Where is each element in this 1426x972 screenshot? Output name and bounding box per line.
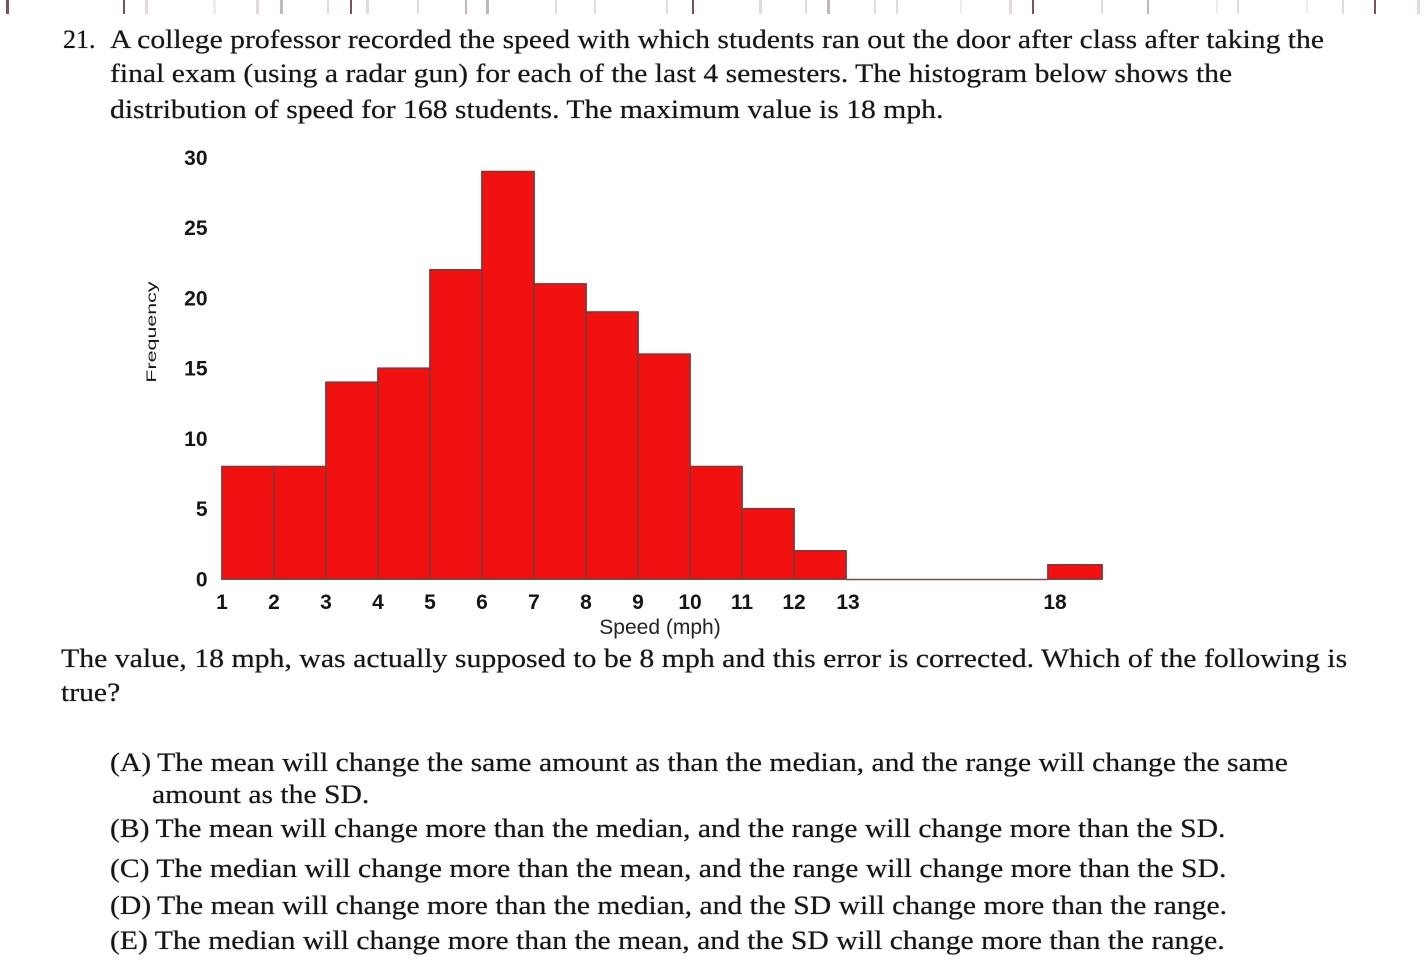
svg-text:20: 20 — [184, 288, 207, 311]
svg-text:30: 30 — [184, 147, 207, 170]
svg-text:13: 13 — [836, 591, 859, 614]
svg-text:1: 1 — [216, 591, 228, 614]
svg-text:7: 7 — [528, 591, 540, 614]
svg-text:11: 11 — [731, 591, 754, 614]
svg-text:3: 3 — [320, 591, 332, 614]
svg-text:10: 10 — [678, 591, 701, 614]
svg-text:6: 6 — [476, 591, 488, 614]
svg-text:Frequency: Frequency — [144, 281, 159, 382]
svg-text:Speed (mph): Speed (mph) — [599, 616, 720, 639]
svg-text:5: 5 — [424, 591, 436, 614]
svg-text:12: 12 — [782, 591, 805, 614]
svg-text:8: 8 — [580, 591, 592, 614]
svg-text:4: 4 — [372, 591, 384, 614]
svg-text:9: 9 — [632, 591, 644, 614]
svg-text:5: 5 — [196, 498, 208, 521]
svg-text:25: 25 — [184, 217, 208, 240]
svg-text:15: 15 — [184, 358, 208, 381]
svg-text:10: 10 — [184, 428, 207, 451]
svg-text:0: 0 — [196, 569, 208, 592]
svg-text:2: 2 — [268, 591, 280, 614]
svg-text:18: 18 — [1043, 591, 1067, 614]
